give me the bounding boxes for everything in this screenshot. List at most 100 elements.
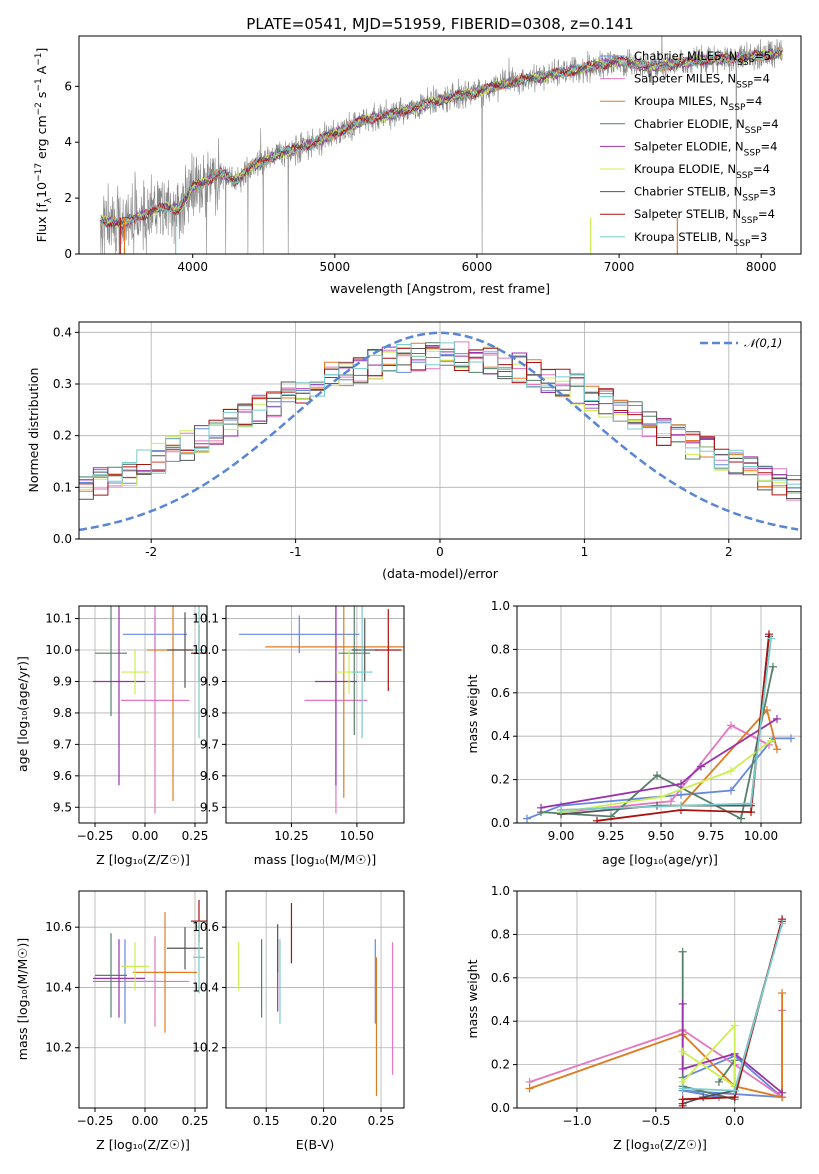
weight-point-marker [787,734,795,743]
weight-series-line [681,951,736,1101]
weight-series-line [682,1023,736,1088]
weight-point-marker [697,762,705,771]
x-tick-label: 1 [581,545,589,559]
y-tick-label: 0 [64,247,72,261]
y-tick-label: 10.4 [192,980,219,994]
weight-series-line [560,636,770,816]
legend-entry: Kroupa MILES, NSSP=4 [634,94,762,113]
weight-point-marker [778,919,787,928]
weight-point-marker [714,1077,723,1086]
weight-point-marker [677,779,685,788]
y-axis-label: mass weight [465,674,480,753]
weight-vs-Z-plot-area [525,915,787,1108]
x-tick-label: -1 [290,545,302,559]
y-axis-label: mass [log₁₀(M/M☉)] [15,938,30,1060]
age-vs-mass-axes: 10.25 10.50 9.5 9.6 9.7 9.8 9.9 10.0 10.1 [192,605,405,843]
y-tick-label: 9.6 [53,769,72,783]
weight-point-marker [653,771,661,780]
weight-point-marker [678,999,687,1008]
x-tick-label: −0.5 [641,1114,670,1128]
x-axis-label: Z [log₁₀(Z/Z☉)] [96,1137,190,1152]
model-spectrum-line [100,48,783,230]
weight-point-marker [678,1064,687,1073]
legend-entry: Chabrier STELIB, NSSP=3 [634,185,776,204]
weight-point-marker [727,766,735,775]
x-tick-label: 9.25 [598,829,625,843]
histogram-step-line [79,342,801,494]
axes-frame [516,890,802,1109]
weight-vs-age-axes: 9.00 9.25 9.50 9.75 10.00 0.0 0.2 0.4 0.6 0.8 1.0 [491,599,802,843]
y-tick-label: 9.7 [53,737,72,751]
mass-vs-EBV-frame: 0.15 0.20 0.25 10.2 10.4 10.6 [192,890,405,1128]
axes-frame [78,890,208,1109]
x-tick-label: 10.50 [340,829,374,843]
legend-entry: Chabrier MILES, NSSP=5 [634,49,771,68]
weight-point-marker [727,786,735,795]
y-tick-label: 10.1 [192,612,219,626]
age-vs-Z-frame: −0.25 0.00 0.25 9.5 9.6 9.7 9.8 9.9 10.0 10.1 [45,605,209,843]
weight-series-line [681,1003,783,1094]
legend-entry: Kroupa STELIB, NSSP=3 [634,230,767,249]
weight-vs-age-frame: 9.00 9.25 9.50 9.75 10.00 0.0 0.2 0.4 0.6 0.8 1.0 [491,599,802,843]
weight-point-marker [765,630,773,639]
x-tick-label: 10.25 [274,829,308,843]
x-tick-label: 0.25 [182,829,209,843]
y-tick-label: 10.0 [45,643,72,657]
weight-point-marker [727,721,735,730]
x-axis-label: wavelength [Angstrom, rest frame] [330,281,550,296]
model-spectrum-line [99,49,783,228]
mass-vs-Z-frame: −0.25 0.00 0.25 10.2 10.4 10.6 [45,890,208,1128]
y-tick-label: 6 [64,79,72,93]
y-tick-label: 9.9 [200,674,219,688]
legend-entry: Salpeter STELIB, NSSP=4 [634,207,775,226]
weight-point-marker [737,814,745,823]
weight-point-marker [678,1047,687,1056]
y-tick-label: 0.0 [491,1101,510,1115]
x-tick-label: 0.0 [725,1114,744,1128]
legend-entry: Chabrier ELODIE, NSSP=4 [634,117,779,136]
x-tick-label: 0.00 [132,829,159,843]
y-tick-label: 10.6 [192,920,219,934]
x-tick-label: 0.25 [368,1114,395,1128]
weight-point-marker [537,803,545,812]
weight-point-marker [525,1084,534,1093]
x-tick-label: 6000 [462,260,493,274]
y-tick-label: 0.6 [491,686,510,700]
spectrum-plot-area [99,36,783,254]
age-vs-mass-frame: 10.25 10.50 9.5 9.6 9.7 9.8 9.9 10.0 10.1 [192,605,405,843]
weight-series-line [681,918,783,1106]
x-tick-label: 0 [436,545,444,559]
chart-title: PLATE=0541, MJD=51959, FIBERID=0308, z=0… [246,15,633,33]
model-spectrum-line [99,46,783,228]
y-tick-label: 1.0 [491,599,510,613]
age-vs-Z-plot-area [93,606,207,814]
y-tick-label: 10.1 [45,612,72,626]
weight-point-marker [593,816,601,823]
y-tick-label: 9.5 [200,800,219,814]
weight-point-marker [778,1088,787,1097]
x-tick-label: −1.0 [562,1114,591,1128]
weight-vs-age-plot-area [523,630,795,823]
y-tick-label: 0.1 [53,480,72,494]
age-vs-mass-plot-area [239,606,404,814]
x-tick-label: 4000 [177,260,208,274]
y-tick-label: 0.4 [491,729,510,743]
weight-point-marker [730,1021,739,1030]
legend-entry: Kroupa ELODIE, NSSP=4 [634,162,770,181]
x-tick-label: 9.75 [698,829,725,843]
axes-frame [225,890,405,1109]
y-axis-label: Normed distribution [26,368,41,493]
gaussian-curve [79,331,799,532]
model-spectrum-line [100,49,783,229]
x-tick-label: 10.00 [744,829,778,843]
axes-frame [78,605,208,824]
weight-point-marker [769,662,777,671]
y-tick-label: 10.2 [45,1041,72,1055]
axes-frame [225,605,405,824]
axes-frame [78,35,802,255]
weight-point-marker [747,799,755,808]
weight-vs-Z-frame: −1.0 −0.5 0.0 0.0 0.2 0.4 0.6 0.8 1.0 [491,884,802,1128]
x-tick-label: −0.25 [77,829,114,843]
